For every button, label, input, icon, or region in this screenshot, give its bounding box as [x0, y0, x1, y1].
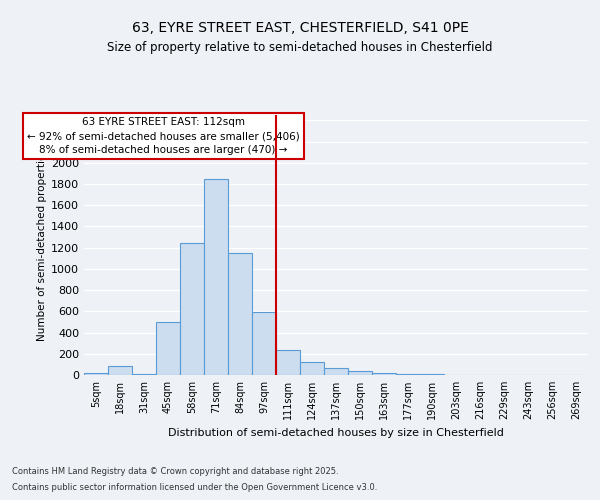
Bar	[324, 368, 348, 375]
Text: Size of property relative to semi-detached houses in Chesterfield: Size of property relative to semi-detach…	[107, 41, 493, 54]
X-axis label: Distribution of semi-detached houses by size in Chesterfield: Distribution of semi-detached houses by …	[168, 428, 504, 438]
Bar	[300, 362, 324, 375]
Bar	[180, 244, 204, 375]
Text: 63 EYRE STREET EAST: 112sqm
← 92% of semi-detached houses are smaller (5,406)
8%: 63 EYRE STREET EAST: 112sqm ← 92% of sem…	[27, 117, 299, 155]
Bar	[252, 312, 276, 375]
Bar	[228, 253, 252, 375]
Bar	[84, 374, 108, 375]
Y-axis label: Number of semi-detached properties: Number of semi-detached properties	[37, 148, 47, 342]
Bar	[348, 371, 372, 375]
Bar	[372, 373, 396, 375]
Text: Contains public sector information licensed under the Open Government Licence v3: Contains public sector information licen…	[12, 483, 377, 492]
Text: Contains HM Land Registry data © Crown copyright and database right 2025.: Contains HM Land Registry data © Crown c…	[12, 467, 338, 476]
Text: 63, EYRE STREET EAST, CHESTERFIELD, S41 0PE: 63, EYRE STREET EAST, CHESTERFIELD, S41 …	[131, 20, 469, 34]
Bar	[132, 374, 156, 375]
Bar	[108, 366, 132, 375]
Bar	[156, 322, 180, 375]
Bar	[276, 350, 300, 375]
Bar	[204, 178, 228, 375]
Bar	[396, 374, 420, 375]
Bar	[420, 374, 444, 375]
